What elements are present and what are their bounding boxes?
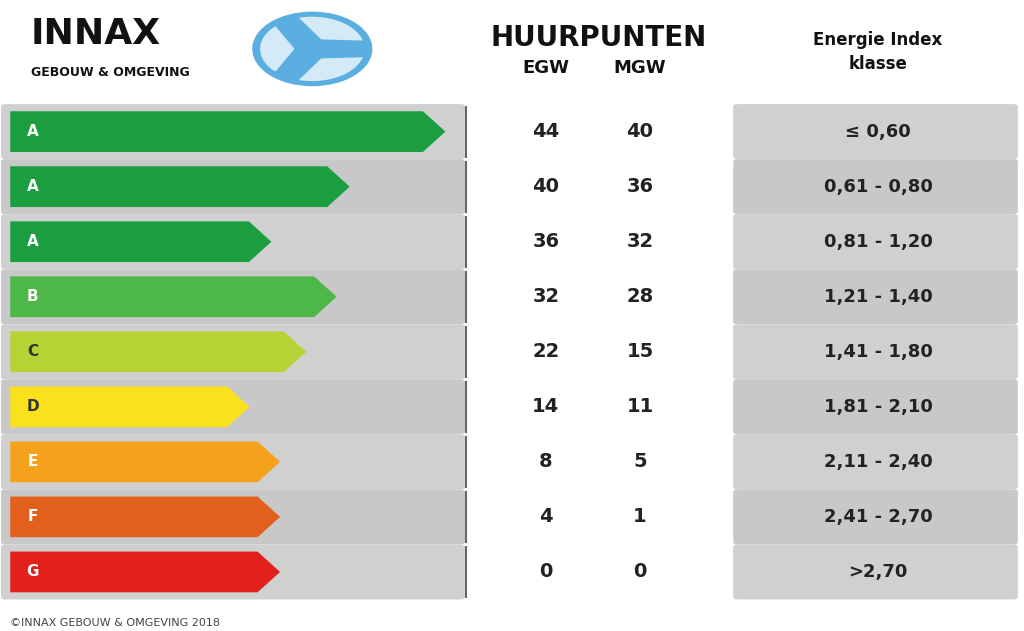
- Text: 0,61 - 0,80: 0,61 - 0,80: [823, 178, 933, 196]
- FancyBboxPatch shape: [1, 434, 465, 490]
- Text: D: D: [27, 399, 39, 415]
- Text: 8: 8: [539, 452, 553, 471]
- Text: E: E: [28, 454, 38, 469]
- FancyBboxPatch shape: [1, 104, 465, 159]
- Polygon shape: [10, 442, 281, 482]
- Text: 4: 4: [539, 507, 553, 526]
- FancyBboxPatch shape: [733, 490, 1018, 545]
- Polygon shape: [10, 497, 281, 537]
- Text: 28: 28: [627, 287, 653, 306]
- FancyBboxPatch shape: [1, 214, 465, 269]
- Text: GEBOUW & OMGEVING: GEBOUW & OMGEVING: [31, 66, 189, 80]
- Polygon shape: [260, 26, 295, 72]
- Text: 32: 32: [627, 232, 653, 251]
- Text: A: A: [27, 124, 39, 139]
- Text: 11: 11: [627, 398, 653, 416]
- FancyBboxPatch shape: [1, 545, 465, 599]
- Bar: [16, 556, 49, 588]
- Text: ≤ 0,60: ≤ 0,60: [845, 122, 911, 141]
- Text: 14: 14: [532, 398, 559, 416]
- FancyBboxPatch shape: [1, 159, 465, 214]
- Text: 15: 15: [627, 342, 653, 362]
- Polygon shape: [299, 16, 362, 40]
- Text: >2,70: >2,70: [849, 563, 907, 581]
- Text: 2,41 - 2,70: 2,41 - 2,70: [823, 508, 933, 526]
- Text: 1,21 - 1,40: 1,21 - 1,40: [823, 288, 933, 306]
- Text: 0: 0: [539, 562, 553, 581]
- Polygon shape: [10, 386, 250, 427]
- Circle shape: [253, 13, 372, 85]
- Text: 44: 44: [532, 122, 559, 141]
- Bar: [16, 445, 49, 478]
- Bar: [16, 336, 49, 368]
- Polygon shape: [10, 331, 306, 372]
- Bar: [16, 115, 49, 148]
- FancyBboxPatch shape: [733, 159, 1018, 214]
- Bar: [16, 225, 49, 258]
- Bar: [16, 280, 49, 313]
- Text: EGW: EGW: [522, 59, 569, 77]
- Polygon shape: [299, 57, 362, 81]
- Text: C: C: [28, 345, 38, 359]
- Text: 40: 40: [627, 122, 653, 141]
- Text: 0,81 - 1,20: 0,81 - 1,20: [823, 233, 933, 251]
- FancyBboxPatch shape: [733, 214, 1018, 269]
- Polygon shape: [10, 111, 445, 152]
- Text: G: G: [27, 565, 39, 579]
- FancyBboxPatch shape: [1, 490, 465, 545]
- FancyBboxPatch shape: [733, 324, 1018, 379]
- FancyBboxPatch shape: [733, 434, 1018, 490]
- FancyBboxPatch shape: [1, 269, 465, 324]
- Text: 1,41 - 1,80: 1,41 - 1,80: [823, 343, 933, 361]
- Text: 32: 32: [532, 287, 559, 306]
- Text: 22: 22: [532, 342, 559, 362]
- Text: F: F: [28, 509, 38, 524]
- Text: 40: 40: [532, 177, 559, 196]
- Text: A: A: [27, 234, 39, 249]
- Text: 36: 36: [532, 232, 559, 251]
- Text: ©INNAX GEBOUW & OMGEVING 2018: ©INNAX GEBOUW & OMGEVING 2018: [10, 618, 220, 628]
- Text: 1: 1: [633, 507, 647, 526]
- Polygon shape: [10, 551, 281, 593]
- FancyBboxPatch shape: [733, 104, 1018, 159]
- Text: 2,11 - 2,40: 2,11 - 2,40: [823, 453, 933, 471]
- Bar: [16, 391, 49, 423]
- Text: HUURPUNTEN: HUURPUNTEN: [490, 24, 708, 52]
- Polygon shape: [10, 167, 350, 207]
- FancyBboxPatch shape: [733, 545, 1018, 599]
- FancyBboxPatch shape: [1, 324, 465, 379]
- Text: 0: 0: [633, 562, 647, 581]
- Text: MGW: MGW: [613, 59, 667, 77]
- Polygon shape: [10, 221, 271, 262]
- FancyBboxPatch shape: [733, 379, 1018, 434]
- Text: A: A: [27, 179, 39, 194]
- FancyBboxPatch shape: [1, 379, 465, 434]
- Polygon shape: [10, 276, 337, 317]
- Text: INNAX: INNAX: [31, 18, 161, 51]
- Bar: [16, 500, 49, 533]
- Text: 5: 5: [633, 452, 647, 471]
- Text: 1,81 - 2,10: 1,81 - 2,10: [823, 398, 933, 416]
- Text: 36: 36: [627, 177, 653, 196]
- Text: Energie Index
klasse: Energie Index klasse: [813, 32, 943, 73]
- Bar: [16, 170, 49, 203]
- Text: B: B: [27, 289, 39, 304]
- FancyBboxPatch shape: [733, 269, 1018, 324]
